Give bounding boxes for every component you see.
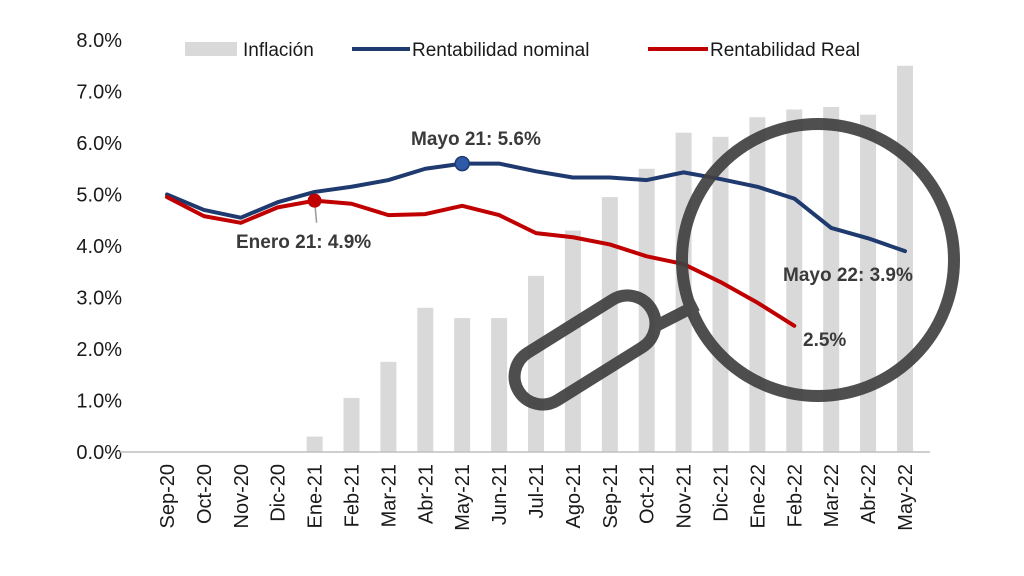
bar-inflacion	[343, 397, 360, 452]
x-tick-label: Feb-22	[784, 464, 806, 527]
legend-label-real: Rentabilidad Real	[710, 40, 860, 61]
x-tick-label: Dic-20	[268, 464, 290, 522]
x-tick-label: Ene-21	[305, 464, 327, 529]
annotation-mayo22: Mayo 22: 3.9%	[783, 265, 913, 286]
marker-enero21	[307, 193, 322, 208]
x-tick-label: Nov-20	[231, 464, 253, 528]
y-tick-label: 4.0%	[76, 236, 122, 258]
bar-inflacion	[528, 275, 544, 452]
x-tick-label: Jun-21	[489, 464, 511, 525]
x-tick-label: Nov-21	[674, 464, 696, 528]
y-tick-label: 5.0%	[76, 185, 122, 207]
x-tick-label: Feb-21	[342, 464, 364, 527]
bar-inflacion	[306, 436, 323, 452]
x-tick-label: Sep-20	[157, 464, 179, 529]
y-tick-label: 7.0%	[76, 82, 122, 104]
magnifying-glass-icon	[508, 118, 960, 411]
x-tick-label: Oct-21	[637, 464, 659, 524]
bar-inflacion	[454, 318, 471, 452]
bar-inflacion	[380, 361, 397, 452]
x-tick-label: Abr-22	[858, 464, 880, 524]
x-axis-ticks: Sep-20 Oct-20 Nov-20 Dic-20 Ene-21 Feb-21 Mar-…	[157, 464, 917, 531]
y-tick-label: 0.0%	[76, 442, 122, 464]
annotation-enero21: Enero 21: 4.9%	[236, 232, 371, 253]
bar-inflacion	[860, 114, 877, 453]
y-axis-ticks: 0.0% 1.0% 2.0% 3.0% 4.0% 5.0% 6.0% 7.0% 8.0%	[76, 30, 122, 464]
y-tick-label: 1.0%	[76, 391, 122, 413]
legend: Inflación Rentabilidad nominal Rentabili…	[185, 40, 860, 61]
x-tick-label: Jul-21	[526, 464, 548, 518]
bar-inflacion	[491, 318, 508, 452]
x-tick-label: Abr-21	[415, 464, 437, 524]
x-tick-label: Sep-21	[600, 464, 622, 529]
line-rentabilidad-real	[165, 195, 797, 328]
annotations: Mayo 21: 5.6% Enero 21: 4.9% Mayo 22: 3.…	[236, 129, 913, 351]
annotation-feb22-real: 2.5%	[803, 330, 846, 351]
annotation-markers	[307, 155, 470, 223]
y-tick-label: 8.0%	[76, 30, 122, 52]
line-rentabilidad-nominal	[165, 161, 907, 254]
y-tick-label: 2.0%	[76, 339, 122, 361]
bar-inflacion	[712, 136, 729, 452]
bar-inflacion	[749, 117, 766, 452]
legend-swatch-inflation	[185, 42, 237, 56]
bar-inflacion	[564, 230, 581, 452]
marker-mayo21	[454, 155, 470, 172]
legend-label-inflation: Inflación	[243, 40, 314, 61]
bar-inflacion	[417, 307, 434, 452]
y-tick-label: 3.0%	[76, 288, 122, 310]
x-tick-label: Dic-21	[711, 464, 733, 522]
legend-label-nominal: Rentabilidad nominal	[412, 40, 589, 61]
x-tick-label: May-21	[452, 464, 474, 531]
x-tick-label: Ago-21	[563, 464, 585, 529]
bar-inflacion	[601, 197, 618, 452]
y-tick-label: 6.0%	[76, 133, 122, 155]
x-tick-label: Mar-21	[378, 464, 400, 527]
bar-inflacion	[897, 65, 913, 452]
series-lines	[165, 161, 907, 328]
bar-inflacion	[823, 106, 840, 452]
x-tick-label: Oct-20	[194, 464, 216, 524]
x-tick-label: Mar-22	[821, 464, 843, 527]
x-tick-label: Ene-22	[747, 464, 769, 529]
bar-inflacion	[786, 109, 803, 453]
annotation-mayo21: Mayo 21: 5.6%	[411, 129, 541, 150]
x-tick-label: May-22	[895, 464, 917, 531]
